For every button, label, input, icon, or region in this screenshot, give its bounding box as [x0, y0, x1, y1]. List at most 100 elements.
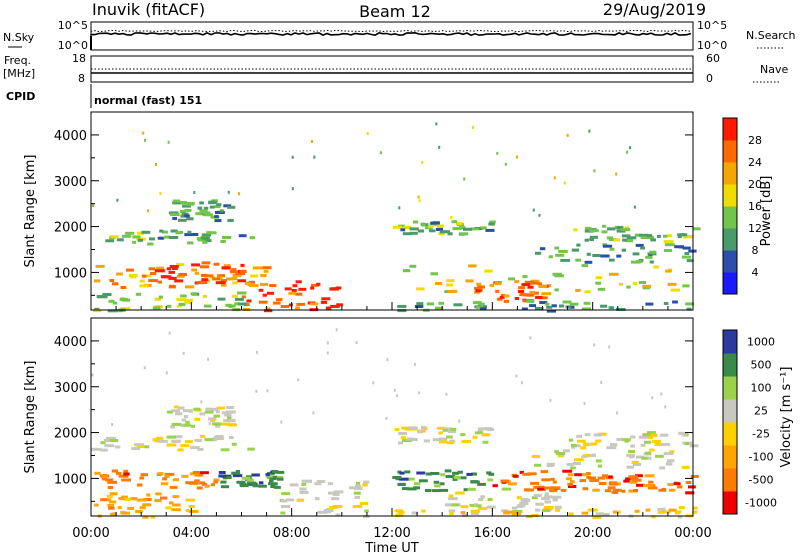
heatmap-cell: [230, 304, 236, 308]
heatmap-cell: [459, 232, 469, 236]
heatmap-cell: [111, 469, 118, 473]
heatmap-cell: [134, 443, 145, 447]
heatmap-cell: [677, 233, 688, 237]
heatmap-cell: [438, 301, 444, 305]
heatmap-cell: [172, 495, 180, 499]
heatmap-cell: [168, 236, 179, 239]
colorbar-tick-label: -100: [749, 451, 774, 464]
heatmap-cell: [602, 244, 613, 248]
heatmap-cell: [562, 469, 573, 473]
heatmap-cell: [109, 436, 117, 440]
heatmap-cell: [554, 246, 560, 250]
colorbar-tick-label: 100: [751, 382, 772, 395]
heatmap-cell: [472, 301, 482, 305]
heatmap-cell: [638, 435, 649, 439]
heatmap-cell: [566, 477, 572, 481]
heatmap-cell: [115, 471, 122, 475]
heatmap-cell: [607, 486, 616, 490]
heatmap-cell: [185, 440, 193, 444]
heatmap-cell: [206, 231, 217, 235]
heatmap-speck: [615, 172, 618, 176]
heatmap-cell: [597, 476, 606, 480]
heatmap-cell: [162, 230, 168, 234]
heatmap-cell: [247, 447, 255, 451]
heatmap-cell: [649, 250, 657, 254]
heatmap-cell: [109, 439, 119, 442]
heatmap-cell: [580, 446, 587, 450]
heatmap-cell: [616, 226, 624, 230]
heatmap-cell: [659, 433, 669, 437]
heatmap-speck: [111, 423, 114, 427]
heatmap-cell: [180, 294, 187, 298]
heatmap-cell: [320, 300, 328, 304]
heatmap-cell: [166, 443, 177, 447]
nsearch-label: N.Search: [746, 29, 796, 42]
heatmap-cell: [123, 472, 130, 476]
heatmap-cell: [645, 302, 654, 306]
heatmap-speck: [413, 362, 416, 366]
colorbar-swatch: [723, 491, 737, 515]
heatmap-cell: [447, 232, 453, 236]
heatmap-cell: [664, 249, 672, 252]
heatmap-cell: [567, 482, 574, 486]
heatmap-cell: [247, 481, 257, 485]
heatmap-cell: [436, 224, 444, 228]
heatmap-cell: [645, 255, 653, 259]
heatmap-cell: [187, 241, 194, 245]
heatmap-cell: [171, 267, 178, 270]
heatmap-cell: [116, 272, 123, 276]
heatmap-speck: [395, 394, 398, 398]
heatmap-speck: [266, 389, 269, 393]
heatmap-cell: [226, 410, 236, 414]
heatmap-cell: [474, 431, 484, 435]
heatmap-cell: [168, 270, 175, 274]
heatmap-cell: [540, 470, 549, 474]
heatmap-cell: [316, 282, 321, 286]
heatmap-cell: [592, 254, 601, 257]
heatmap-cell: [692, 506, 698, 510]
heatmap-cell: [450, 427, 457, 431]
heatmap-speck: [155, 163, 157, 166]
heatmap-cell: [534, 251, 542, 255]
heatmap-cell: [227, 219, 234, 222]
power-heatmap: [92, 122, 701, 313]
heatmap-cell: [640, 443, 646, 447]
heatmap-cell: [120, 511, 126, 515]
heatmap-cell: [618, 282, 624, 286]
heatmap-cell: [172, 503, 181, 507]
heatmap-cell: [612, 488, 622, 492]
heatmap-cell: [238, 234, 247, 238]
heatmap-speck: [463, 177, 466, 181]
heatmap-cell: [417, 229, 425, 233]
heatmap-cell: [431, 489, 442, 493]
heatmap-cell: [335, 513, 341, 517]
heatmap-cell: [132, 240, 137, 244]
heatmap-cell: [181, 418, 186, 422]
heatmap-cell: [562, 449, 570, 453]
heatmap-cell: [678, 506, 685, 510]
heatmap-cell: [489, 283, 494, 287]
heatmap-cell: [684, 252, 690, 255]
heatmap-cell: [354, 484, 362, 488]
heatmap-cell: [684, 442, 689, 446]
heatmap-cell: [213, 262, 220, 266]
heatmap-cell: [636, 483, 646, 487]
colorbar-swatch: [723, 250, 737, 273]
heatmap-cell: [589, 235, 599, 239]
heatmap-cell: [519, 502, 529, 505]
heatmap-cell: [250, 274, 259, 278]
heatmap-cell: [452, 471, 459, 475]
heatmap-cell: [555, 253, 565, 257]
heatmap-cell: [203, 206, 209, 210]
heatmap-speck: [366, 132, 369, 135]
heatmap-cell: [568, 305, 575, 309]
heatmap-cell: [584, 238, 589, 242]
heatmap-cell: [214, 205, 221, 209]
heatmap-speck: [200, 400, 203, 404]
heatmap-cell: [669, 450, 675, 454]
heatmap-cell: [295, 306, 300, 310]
heatmap-cell: [524, 488, 535, 492]
heatmap-cell: [508, 482, 517, 486]
heatmap-cell: [364, 509, 369, 513]
heatmap-cell: [647, 252, 657, 256]
